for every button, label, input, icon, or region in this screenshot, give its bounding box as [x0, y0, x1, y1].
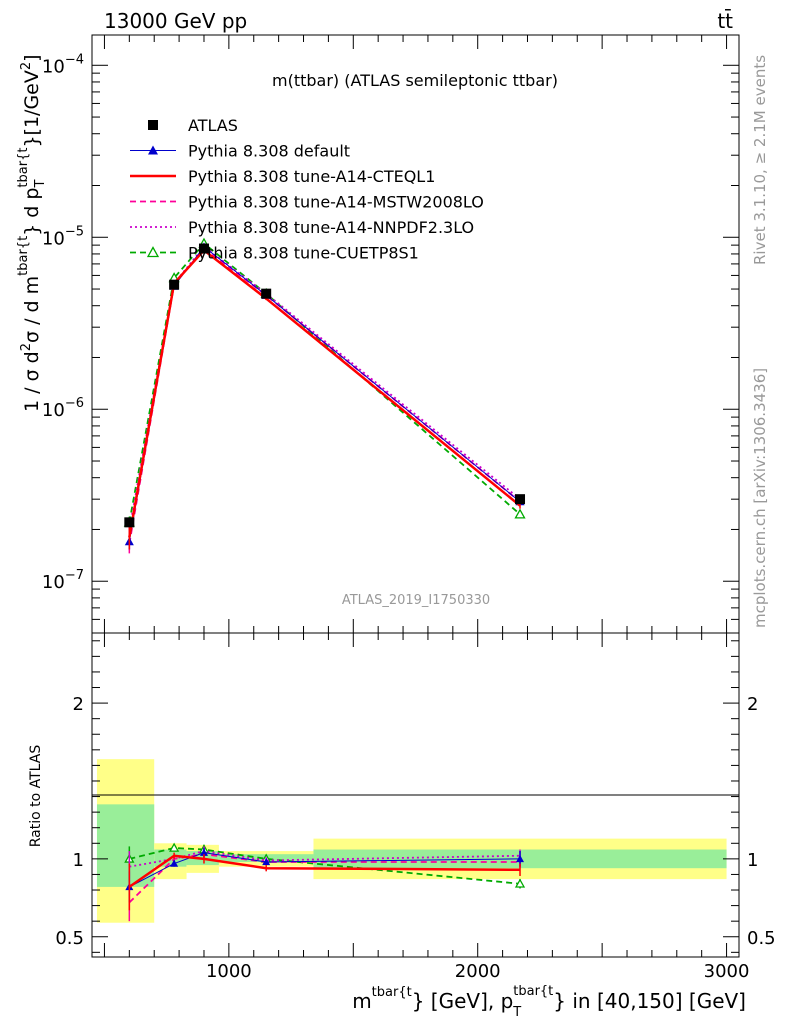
rivet-label: Rivet 3.1.10, ≥ 2.1M events	[751, 55, 769, 265]
x-tick-label: 3000	[704, 961, 750, 982]
legend: ATLAS Pythia 8.308 default Pythia 8.308 tu…	[130, 116, 484, 263]
ratio-y-axis-label: Ratio to ATLAS	[28, 745, 44, 848]
y-tick-base: 10	[42, 400, 65, 421]
data-marker	[148, 120, 158, 130]
data-marker	[124, 517, 135, 528]
legend-item: Pythia 8.308 tune-CUETP8S1	[130, 244, 419, 263]
y-tick-label: 10−7	[42, 568, 84, 593]
legend-label: Pythia 8.308 tune-A14-MSTW2008LO	[188, 193, 484, 212]
legend-item: Pythia 8.308 tune-A14-NNPDF2.3LO	[130, 218, 474, 237]
series-line	[128, 242, 521, 523]
data-marker	[146, 246, 160, 258]
series-line	[128, 248, 521, 538]
ratio-series-group	[124, 842, 526, 922]
ratio-plot-panel: 0.5 0.5 1 1 2 2 1000 2000 3000 Ratio to ATLAS mt…	[28, 632, 776, 1020]
main-series-group	[123, 237, 526, 554]
legend-label: Pythia 8.308 default	[188, 142, 350, 161]
data-marker	[514, 508, 526, 519]
x-tick-label: 2000	[455, 961, 501, 982]
series-1	[124, 242, 525, 550]
legend-label: Pythia 8.308 tune-A14-CTEQL1	[188, 167, 435, 186]
series-2	[128, 248, 521, 550]
legend-item: Pythia 8.308 default	[130, 142, 350, 161]
data-marker	[516, 854, 525, 863]
watermark: ATLAS_2019_I1750330	[342, 593, 490, 608]
header-left: 13000 GeV pp	[104, 9, 247, 33]
y-tick-label: 10−5	[42, 224, 84, 249]
y-tick-label: 10−4	[42, 52, 84, 77]
ratio-y-tick-label-left: 1	[73, 850, 84, 871]
legend-label: Pythia 8.308 tune-A14-NNPDF2.3LO	[188, 218, 474, 237]
main-axis-ticks: 10−710−610−510−4	[42, 35, 739, 634]
ratio-axis-ticks: 0.5 0.5 1 1 2 2 1000 2000 3000	[55, 633, 776, 982]
legend-item: Pythia 8.308 tune-A14-MSTW2008LO	[130, 193, 484, 212]
y-tick-exp: −4	[65, 52, 84, 67]
plot-title: m(ttbar) (ATLAS semileptonic ttbar)	[272, 71, 558, 90]
data-marker	[198, 243, 209, 254]
y-tick-exp: −5	[65, 224, 84, 239]
legend-item: Pythia 8.308 tune-A14-CTEQL1	[130, 167, 435, 186]
data-marker	[515, 494, 526, 505]
main-plot-panel: 10−710−610−510−4 m(ttbar) (ATLAS semilep…	[16, 34, 740, 634]
legend-label: Pythia 8.308 tune-CUETP8S1	[188, 244, 419, 263]
data-marker	[169, 842, 180, 852]
y-tick-exp: −6	[65, 396, 84, 411]
y-tick-base: 10	[42, 228, 65, 249]
main-y-axis-label: 1 / σ d2σ / d mtbar{t} d pTtbar{t}[1/GeV…	[16, 54, 48, 412]
ratio-y-tick-label-left: 0.5	[55, 928, 84, 949]
ratio-line	[129, 847, 521, 885]
ratio-y-tick-label-right: 1	[747, 850, 758, 871]
ratio-band-green	[96, 804, 155, 887]
y-tick-base: 10	[42, 572, 65, 593]
series-3	[128, 246, 521, 554]
ratio-y-tick-label-right: 2	[747, 694, 758, 715]
x-axis-label: mtbar{t} [GeV], pTtbar{t} in [40,150] [G…	[352, 984, 746, 1020]
ratio-frame	[91, 632, 740, 958]
series-line	[128, 246, 521, 542]
ratio-uncertainty-bands	[96, 759, 727, 923]
mcplots-label: mcplots.cern.ch [arXiv:1306.3436]	[751, 368, 769, 628]
y-tick-base: 10	[42, 56, 65, 77]
header-right: tt̄	[717, 8, 733, 33]
ratio-series-1	[128, 852, 521, 911]
data-marker	[262, 857, 271, 866]
data-marker	[199, 848, 208, 856]
y-tick-exp: −7	[65, 568, 84, 583]
data-marker	[261, 288, 272, 299]
ratio-y-tick-label-left: 2	[73, 694, 84, 715]
data-marker	[514, 878, 526, 888]
series-0	[124, 243, 526, 528]
ratio-y-tick-label-right: 0.5	[747, 928, 776, 949]
data-marker	[170, 859, 179, 867]
series-line	[128, 247, 521, 544]
data-marker	[169, 279, 180, 290]
x-tick-label: 1000	[206, 961, 252, 982]
legend-label: ATLAS	[188, 116, 238, 135]
series-4	[128, 244, 521, 538]
data-marker	[148, 145, 158, 155]
legend-item: ATLAS	[148, 116, 238, 135]
series-5	[123, 237, 526, 529]
y-tick-label: 10−6	[42, 396, 84, 421]
series-line	[128, 245, 521, 530]
